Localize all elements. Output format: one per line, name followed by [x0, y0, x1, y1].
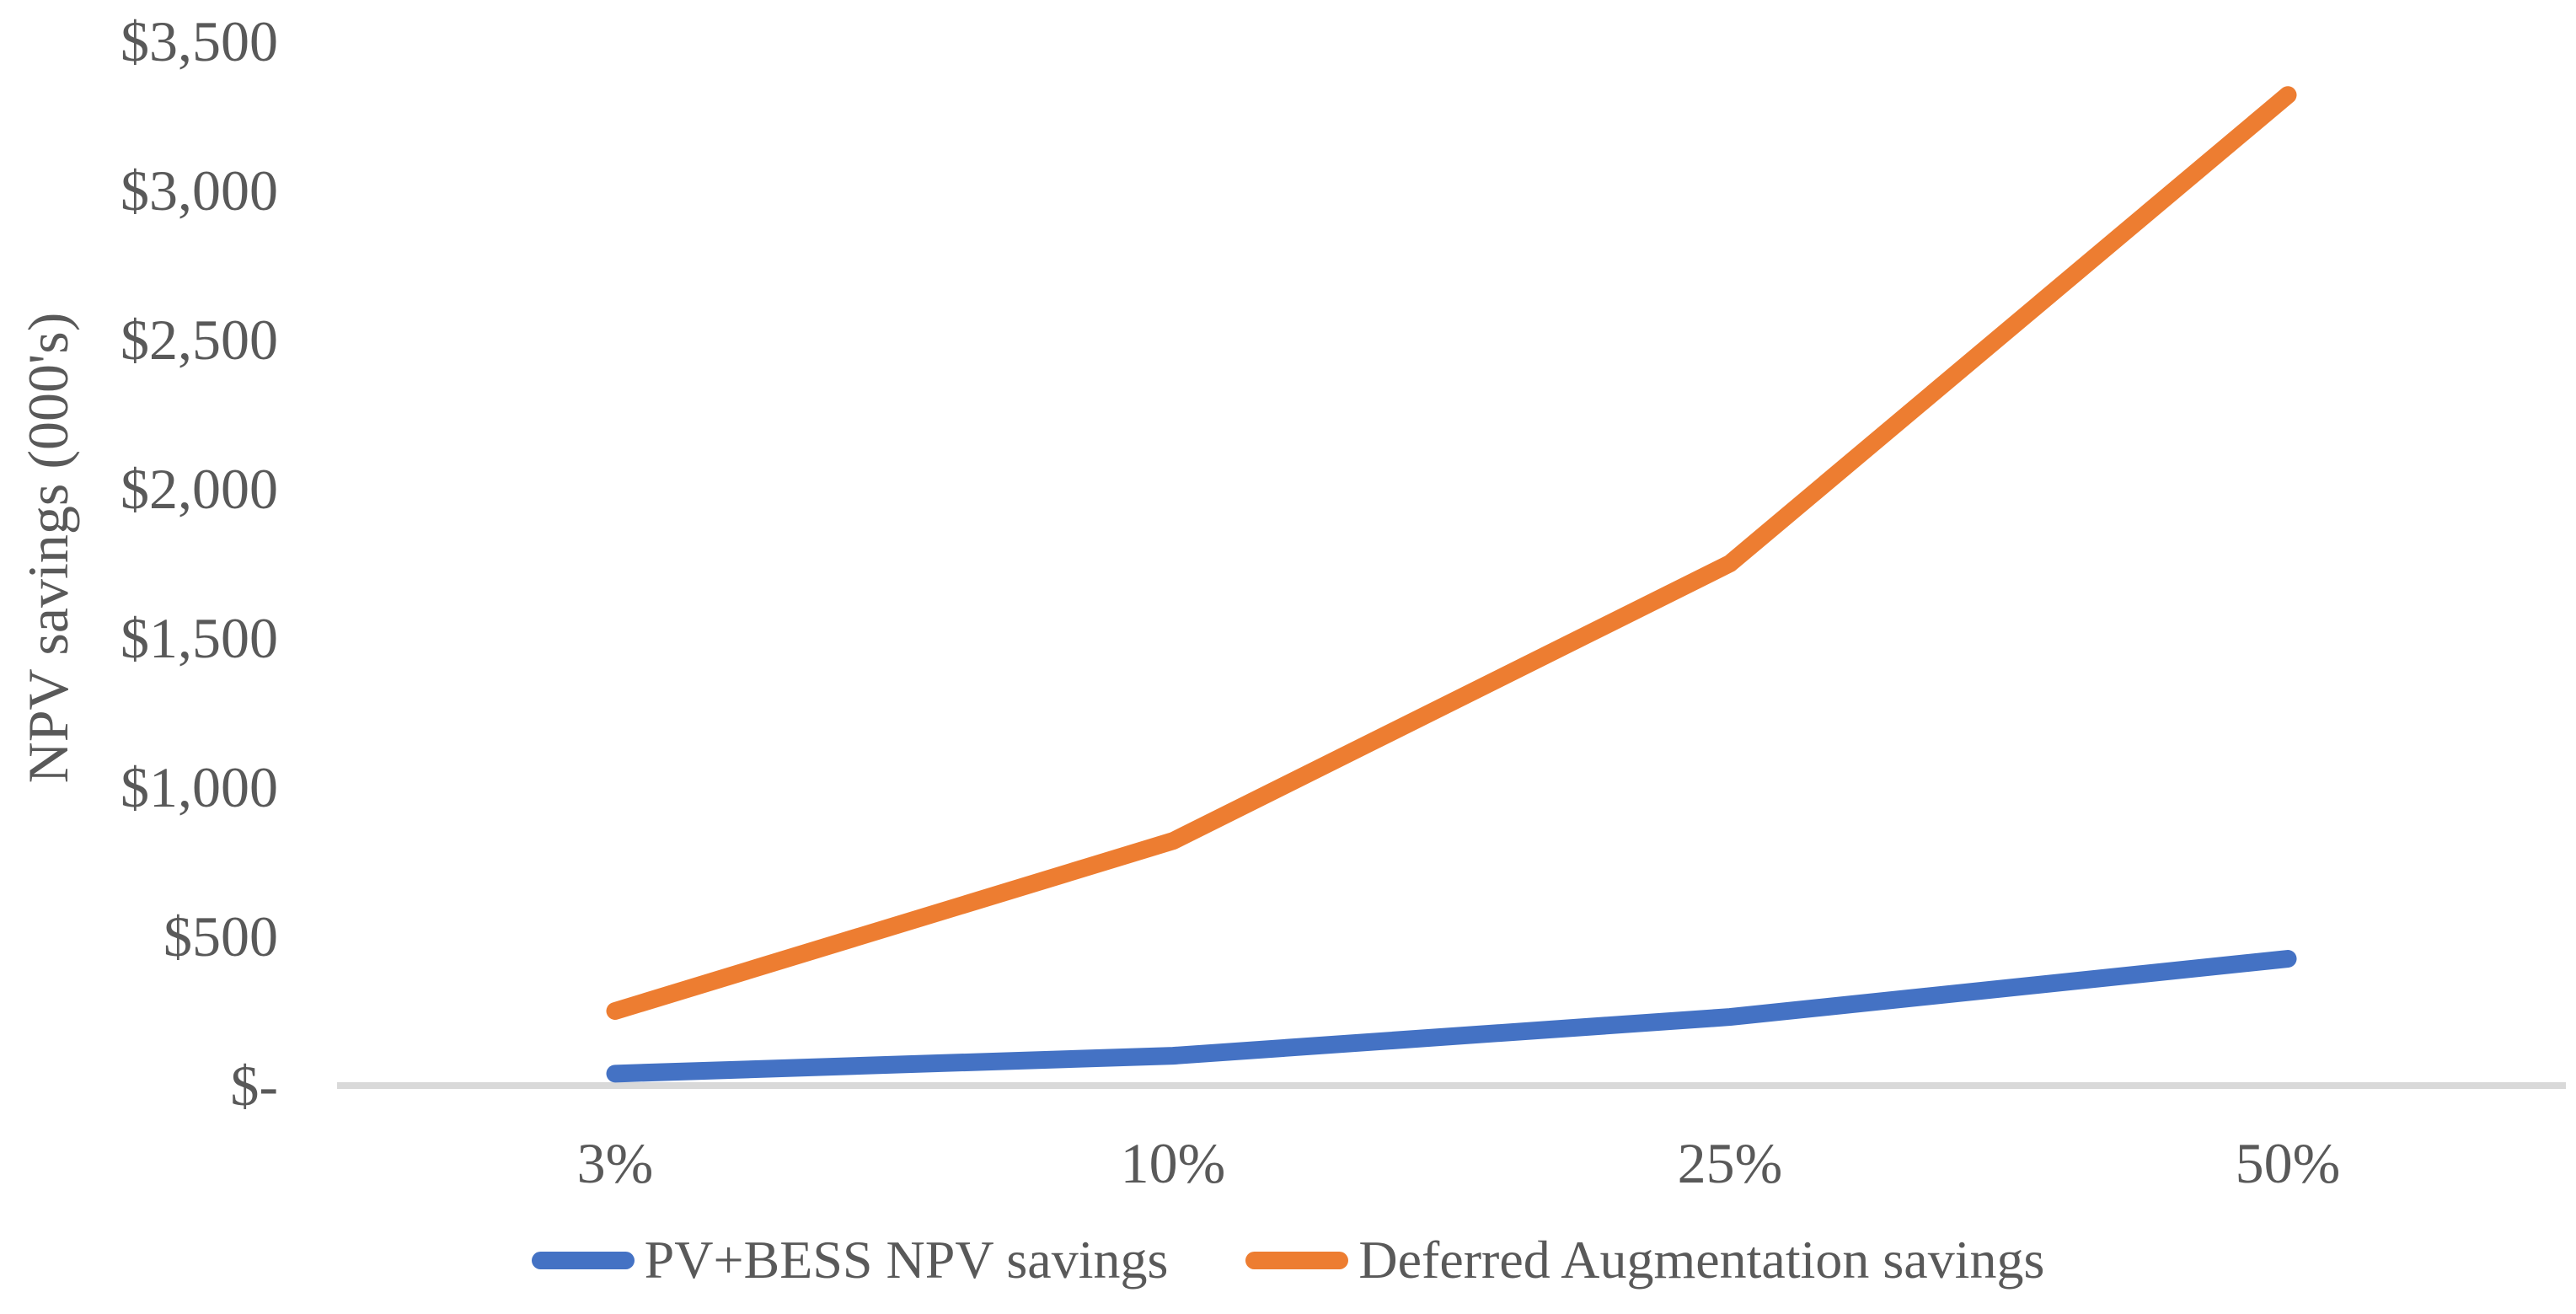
x-tick-label: 10% [1120, 1131, 1226, 1195]
legend-line-marker-deferred-augmentation [1245, 1251, 1349, 1269]
legend-item-pv-bess: PV+BESS NPV savings [531, 1230, 1169, 1290]
legend-line-marker-pv-bess [531, 1251, 635, 1269]
series-line-deferred-augmentation-savings [606, 86, 2297, 1020]
legend-item-deferred-augmentation: Deferred Augmentation savings [1245, 1233, 2044, 1287]
y-tick-label: $- [230, 1054, 278, 1118]
x-tick-label: 50% [2235, 1131, 2341, 1195]
y-tick-label: $3,500 [120, 9, 278, 73]
series-line-pv-bess-npv-savings [606, 950, 2297, 1083]
y-axis-tick-labels: $- $500 $1,000 $1,500 $2,000 $2,500 $3,000 $3,5… [0, 0, 278, 1314]
legend-label-deferred-augmentation: Deferred Augmentation savings [1358, 1230, 2045, 1290]
y-tick-label: $2,000 [120, 457, 278, 521]
x-tick-label: 25% [1677, 1131, 1783, 1195]
y-tick-label: $1,000 [120, 755, 278, 819]
y-tick-label: $500 [163, 904, 278, 968]
y-tick-label: $2,500 [120, 308, 278, 372]
legend: PV+BESS NPV savings Deferred Augmentatio… [0, 1233, 2576, 1287]
y-tick-label: $3,000 [120, 158, 278, 223]
legend-label-pv-bess: PV+BESS NPV savings [644, 1230, 1169, 1290]
y-tick-label: $1,500 [120, 606, 278, 670]
x-tick-label: 3% [576, 1131, 654, 1195]
